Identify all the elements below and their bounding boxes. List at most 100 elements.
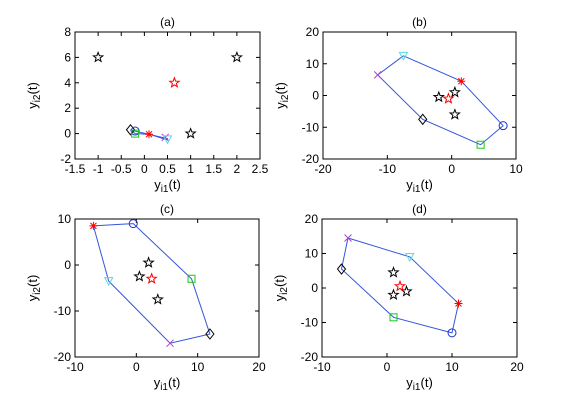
asterisk-marker bbox=[145, 130, 153, 139]
x-tick-label: 0 bbox=[141, 162, 148, 176]
x-marker bbox=[344, 234, 352, 242]
star-point bbox=[142, 256, 155, 268]
axes-frame bbox=[321, 218, 518, 358]
y-tick-label: -20 bbox=[301, 350, 319, 364]
panel-title: (b) bbox=[412, 15, 427, 29]
diamond-marker bbox=[205, 328, 215, 340]
red-star-point bbox=[168, 76, 181, 88]
circle-marker bbox=[447, 328, 457, 338]
x-tick-label: 10 bbox=[445, 360, 459, 374]
asterisk-marker bbox=[89, 221, 98, 230]
y-axis-label: yi2(t) bbox=[25, 275, 43, 302]
y-tick-label: 0 bbox=[64, 127, 71, 141]
x-tick-label: 1.5 bbox=[205, 162, 222, 176]
x-tick-label: 2 bbox=[234, 162, 241, 176]
square-marker bbox=[187, 274, 196, 283]
x-tick-label: -10 bbox=[313, 360, 331, 374]
x-axis-label: yi1(t) bbox=[406, 177, 433, 195]
y-tick-label: 10 bbox=[305, 247, 319, 261]
triangle-marker bbox=[162, 135, 173, 145]
x-tick-label: 0 bbox=[384, 360, 391, 374]
circle-marker bbox=[498, 121, 508, 131]
star-point bbox=[448, 108, 461, 120]
star-point bbox=[387, 288, 400, 301]
x-axis-label: yi1(t) bbox=[154, 375, 181, 393]
triangle-marker bbox=[103, 277, 114, 287]
star-point bbox=[151, 293, 164, 305]
x-tick-label: 0.5 bbox=[159, 162, 176, 176]
x-tick-label: -10 bbox=[66, 360, 84, 374]
star-point bbox=[133, 270, 146, 282]
panel-title: (a) bbox=[160, 15, 175, 29]
x-tick-label: 1 bbox=[187, 162, 194, 176]
red-star-point bbox=[145, 272, 158, 284]
x-axis-label: yi1(t) bbox=[406, 375, 433, 393]
square-marker bbox=[389, 313, 398, 322]
triangle-marker bbox=[404, 252, 415, 263]
x-tick-label: 20 bbox=[510, 360, 524, 374]
diamond-marker bbox=[418, 113, 428, 126]
x-axis-label: yi1(t) bbox=[154, 177, 181, 195]
axes-frame bbox=[322, 31, 517, 160]
y-tick-label: 0 bbox=[64, 258, 71, 272]
y-axis-label: yi2(t) bbox=[273, 82, 291, 109]
y-tick-label: 10 bbox=[58, 212, 72, 226]
y-tick-label: 10 bbox=[306, 57, 320, 71]
y-tick-label: 8 bbox=[64, 25, 71, 39]
x-tick-label: 0 bbox=[448, 162, 455, 176]
star-point bbox=[387, 266, 400, 278]
star-point bbox=[432, 90, 445, 103]
star-point bbox=[92, 50, 105, 63]
x-tick-label: 10 bbox=[191, 360, 205, 374]
x-marker bbox=[161, 133, 170, 142]
red-star-point bbox=[393, 279, 407, 292]
y-tick-label: -10 bbox=[302, 120, 320, 134]
y-tick-label: 6 bbox=[64, 50, 71, 64]
asterisk-marker bbox=[457, 77, 466, 86]
hull-line bbox=[340, 237, 460, 334]
diamond-marker bbox=[336, 263, 347, 275]
x-tick-label: -10 bbox=[379, 162, 397, 176]
red-star-point bbox=[442, 92, 455, 104]
x-marker bbox=[373, 71, 382, 79]
hull-line bbox=[92, 223, 211, 344]
x-tick-label: 0 bbox=[133, 360, 140, 374]
panel-title: (d) bbox=[412, 202, 427, 216]
y-tick-label: -10 bbox=[301, 316, 319, 330]
y-tick-label: -20 bbox=[54, 350, 72, 364]
y-tick-label: 2 bbox=[64, 101, 71, 115]
x-tick-label: 10 bbox=[509, 162, 523, 176]
diamond-marker bbox=[125, 123, 136, 136]
y-tick-label: 4 bbox=[64, 76, 71, 90]
star-point bbox=[184, 127, 197, 139]
x-marker bbox=[166, 339, 174, 348]
y-tick-label: 20 bbox=[305, 212, 319, 226]
square-marker bbox=[131, 129, 140, 138]
y-tick-label: -10 bbox=[54, 304, 72, 318]
asterisk-marker bbox=[454, 299, 463, 308]
y-axis-label: yi2(t) bbox=[25, 82, 43, 109]
y-tick-label: 0 bbox=[311, 281, 318, 295]
y-tick-label: 0 bbox=[312, 89, 319, 103]
x-tick-label: -0.5 bbox=[111, 162, 132, 176]
y-axis-label: yi2(t) bbox=[272, 275, 290, 302]
y-tick-label: -2 bbox=[60, 152, 71, 166]
square-marker bbox=[476, 140, 485, 149]
y-tick-label: -20 bbox=[302, 152, 320, 166]
panel-b: -20 -10 0 10 -20 -10 0 10 20 (b) yi1(t) yi2(t) bbox=[273, 15, 523, 195]
triangle-marker bbox=[398, 51, 409, 61]
x-tick-label: 20 bbox=[252, 360, 266, 374]
x-tick-label: -1.5 bbox=[65, 162, 86, 176]
x-tick-label: -1 bbox=[93, 162, 104, 176]
x-tick-label: 2.5 bbox=[252, 162, 269, 176]
y-tick-label: 20 bbox=[306, 25, 320, 39]
axes-frame bbox=[74, 218, 260, 358]
circle-marker bbox=[128, 219, 138, 229]
panel-a: -1.5 -1 -0.5 0 0.5 1 1.5 2 2.5 -2 0 2 4 6 8 (a) yi1(t) yi… bbox=[25, 15, 269, 195]
panel-title: (c) bbox=[160, 202, 174, 216]
star-point bbox=[448, 85, 461, 98]
star-point bbox=[230, 50, 243, 63]
